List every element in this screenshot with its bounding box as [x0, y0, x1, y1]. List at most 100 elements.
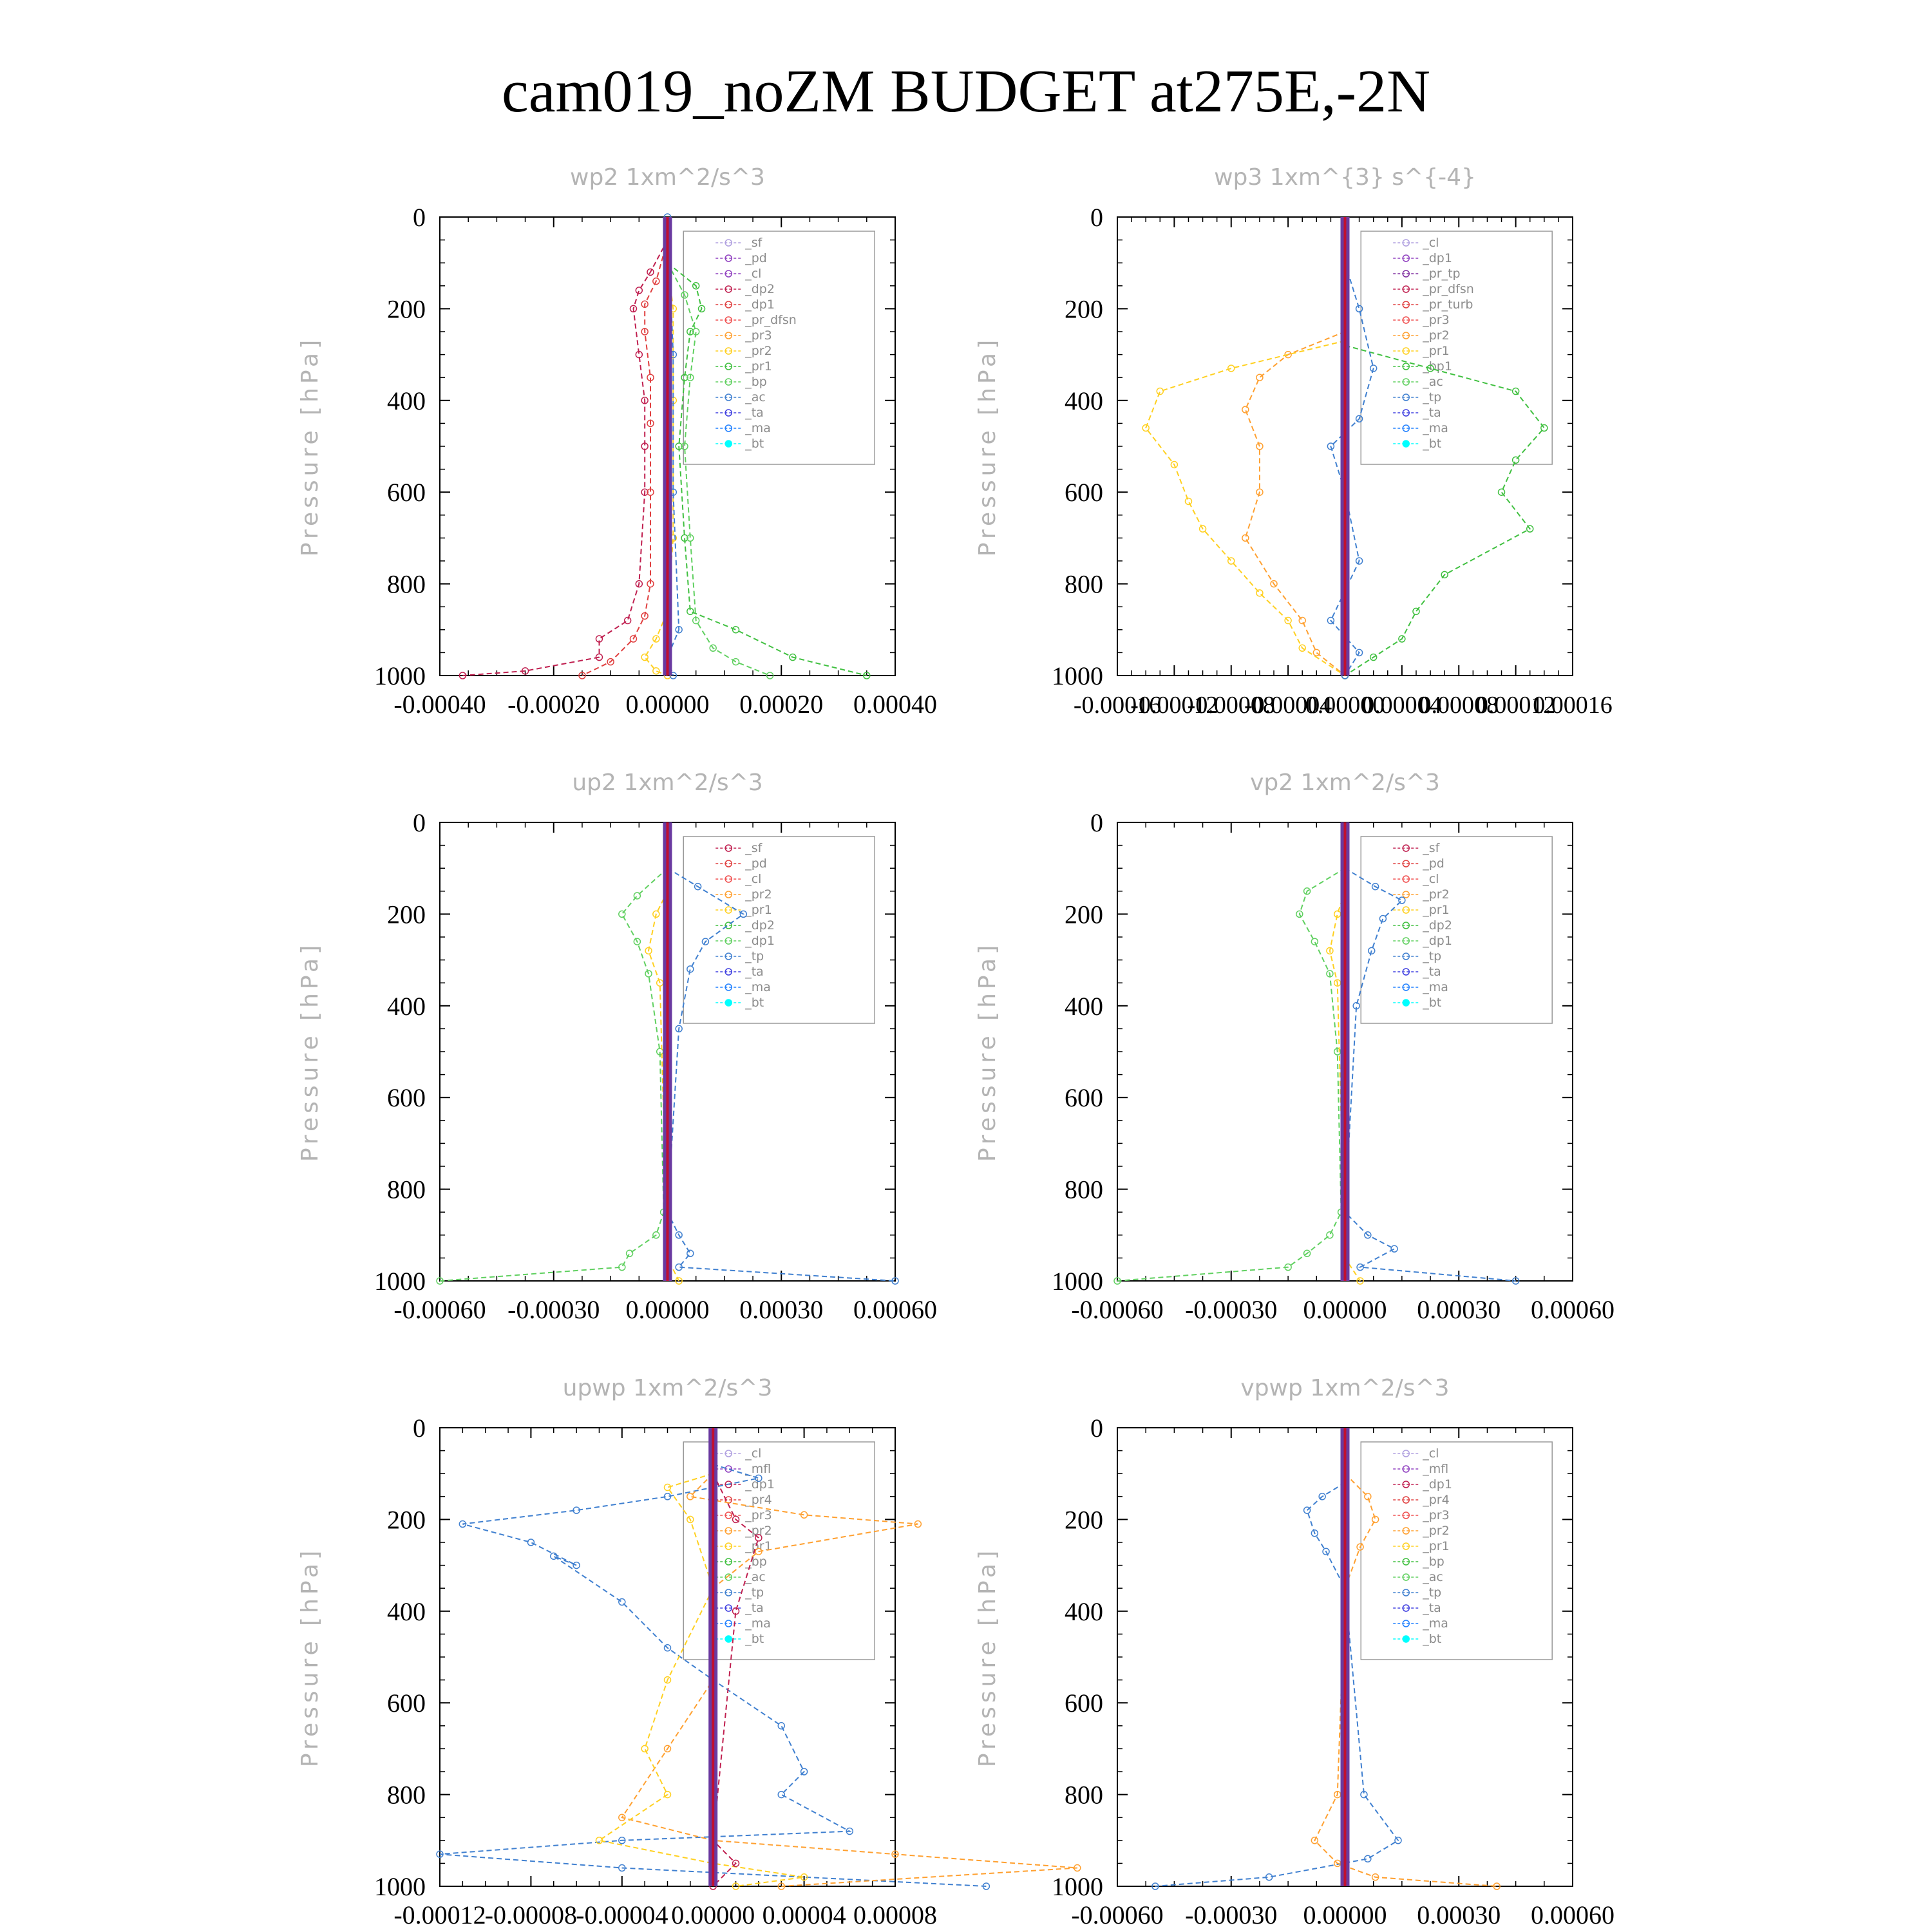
legend-entry: _pr4 — [1422, 1493, 1449, 1507]
x-tick-label: -0.00008 — [1188, 692, 1275, 719]
y-tick-label: 800 — [387, 1175, 426, 1204]
data-point — [663, 1676, 672, 1684]
data-point — [982, 1882, 990, 1890]
legend-entry: _bp — [744, 1555, 767, 1569]
data-point — [1394, 1837, 1402, 1844]
legend-entry: _cl — [1422, 236, 1439, 250]
x-tick-label: -0.00012 — [1130, 692, 1218, 719]
x-tick-label: -0.00030 — [1185, 1295, 1277, 1324]
legend-entry: _pr2 — [744, 344, 772, 358]
x-tick-label: 0.00016 — [1533, 692, 1613, 719]
y-tick-label: 400 — [1065, 1597, 1103, 1626]
y-tick-label: 0 — [413, 1414, 426, 1443]
chart-title: vp2 1xm^2/s^3 — [1250, 770, 1440, 796]
legend-marker — [724, 254, 732, 262]
y-tick-label: 1000 — [1052, 1872, 1103, 1901]
data-point — [1227, 557, 1235, 565]
data-point — [652, 910, 660, 918]
x-tick-label: 0.00000 — [626, 690, 710, 719]
legend-entry: _bt — [1422, 1632, 1441, 1646]
data-point — [1390, 1245, 1398, 1253]
y-tick-label: 400 — [387, 992, 426, 1021]
legend-marker — [724, 922, 732, 929]
data-point — [1371, 1873, 1379, 1881]
legend-entry: _cl — [744, 267, 761, 281]
data-point — [755, 1534, 762, 1542]
legend-marker — [1402, 301, 1410, 308]
legend-entry: _pr3 — [744, 1508, 772, 1522]
data-point — [652, 1231, 660, 1239]
x-tick-label: -0.00060 — [1071, 1900, 1163, 1929]
legend-entry: _pr_tp — [1422, 267, 1460, 281]
data-point — [1540, 424, 1548, 432]
data-point — [436, 1277, 444, 1285]
data-point — [1526, 525, 1534, 533]
data-point — [1298, 616, 1306, 625]
data-point — [1303, 887, 1311, 895]
y-tick-label: 200 — [387, 294, 426, 323]
data-point — [692, 328, 700, 336]
legend-box — [1360, 231, 1553, 465]
legend-marker — [724, 891, 732, 898]
x-tick-label: 0.00030 — [1417, 1295, 1501, 1324]
data-point — [1284, 616, 1292, 625]
legend-marker — [724, 332, 732, 339]
chart-panel-6: vpwp 1xm^2/s^3 Pressure [hPa] 0 200 400 600 80… — [974, 1375, 1615, 1929]
data-point — [641, 1745, 649, 1753]
data-point — [573, 1506, 580, 1514]
data-point — [550, 1552, 558, 1560]
x-tick-label: 0.00000 — [1303, 1900, 1387, 1929]
data-point — [1256, 374, 1264, 381]
legend-marker — [1402, 1635, 1410, 1643]
legend-marker — [724, 363, 732, 370]
legend-marker — [724, 270, 732, 278]
legend-marker — [1402, 1527, 1410, 1535]
y-tick-label: 200 — [1065, 294, 1103, 323]
legend-marker — [1402, 1450, 1410, 1457]
data-point — [1398, 896, 1406, 904]
legend-marker — [724, 378, 732, 386]
data-point — [1426, 365, 1434, 372]
x-tick-label: 0.00012 — [1476, 692, 1556, 719]
legend-entry: _ta — [744, 406, 764, 420]
chart-panel-2: wp3 1xm^{3} s^{-4} Pressure [hPa] 0 200 400 6… — [974, 164, 1613, 719]
data-point — [633, 938, 641, 945]
y-tick-label: 200 — [387, 1505, 426, 1534]
legend-entry: _ta — [1422, 965, 1441, 979]
data-point — [1327, 616, 1335, 625]
data-point — [1355, 305, 1363, 313]
data-point — [663, 1644, 672, 1652]
chart-panel-4: vp2 1xm^2/s^3 Pressure [hPa] 0 200 400 600 800… — [974, 770, 1615, 1324]
y-tick-label: 200 — [1065, 900, 1103, 929]
legend-marker — [1402, 332, 1410, 339]
data-point — [607, 658, 614, 666]
data-point — [755, 1474, 762, 1482]
data-point — [647, 268, 654, 276]
data-point — [732, 1607, 740, 1615]
legend-entry: _pd — [1422, 857, 1444, 871]
y-tick-label: 200 — [1065, 1505, 1103, 1534]
legend-marker — [1402, 316, 1410, 324]
data-point — [709, 644, 717, 652]
x-tick-label: 0.00000 — [626, 1295, 710, 1324]
legend-entry: _pr3 — [1422, 313, 1449, 327]
series-line-pr1 — [1145, 340, 1346, 676]
legend-marker — [724, 1527, 732, 1535]
data-point — [1355, 649, 1363, 657]
legend-marker — [724, 1604, 732, 1612]
y-tick-label: 600 — [1065, 478, 1103, 507]
legend-marker — [724, 952, 732, 960]
legend-marker — [724, 1465, 732, 1473]
x-tick-label: -0.00060 — [393, 1295, 486, 1324]
data-point — [1284, 350, 1292, 359]
legend-marker — [724, 316, 732, 324]
data-point — [1284, 1263, 1292, 1271]
legend-entry: _pr1 — [744, 359, 772, 374]
legend-entry: _sf — [1422, 841, 1440, 855]
legend-marker — [724, 393, 732, 401]
legend-entry: _pr2 — [1422, 328, 1449, 343]
y-tick-label: 1000 — [374, 1267, 426, 1296]
data-point — [1311, 938, 1319, 945]
legend-marker — [1402, 1589, 1410, 1596]
